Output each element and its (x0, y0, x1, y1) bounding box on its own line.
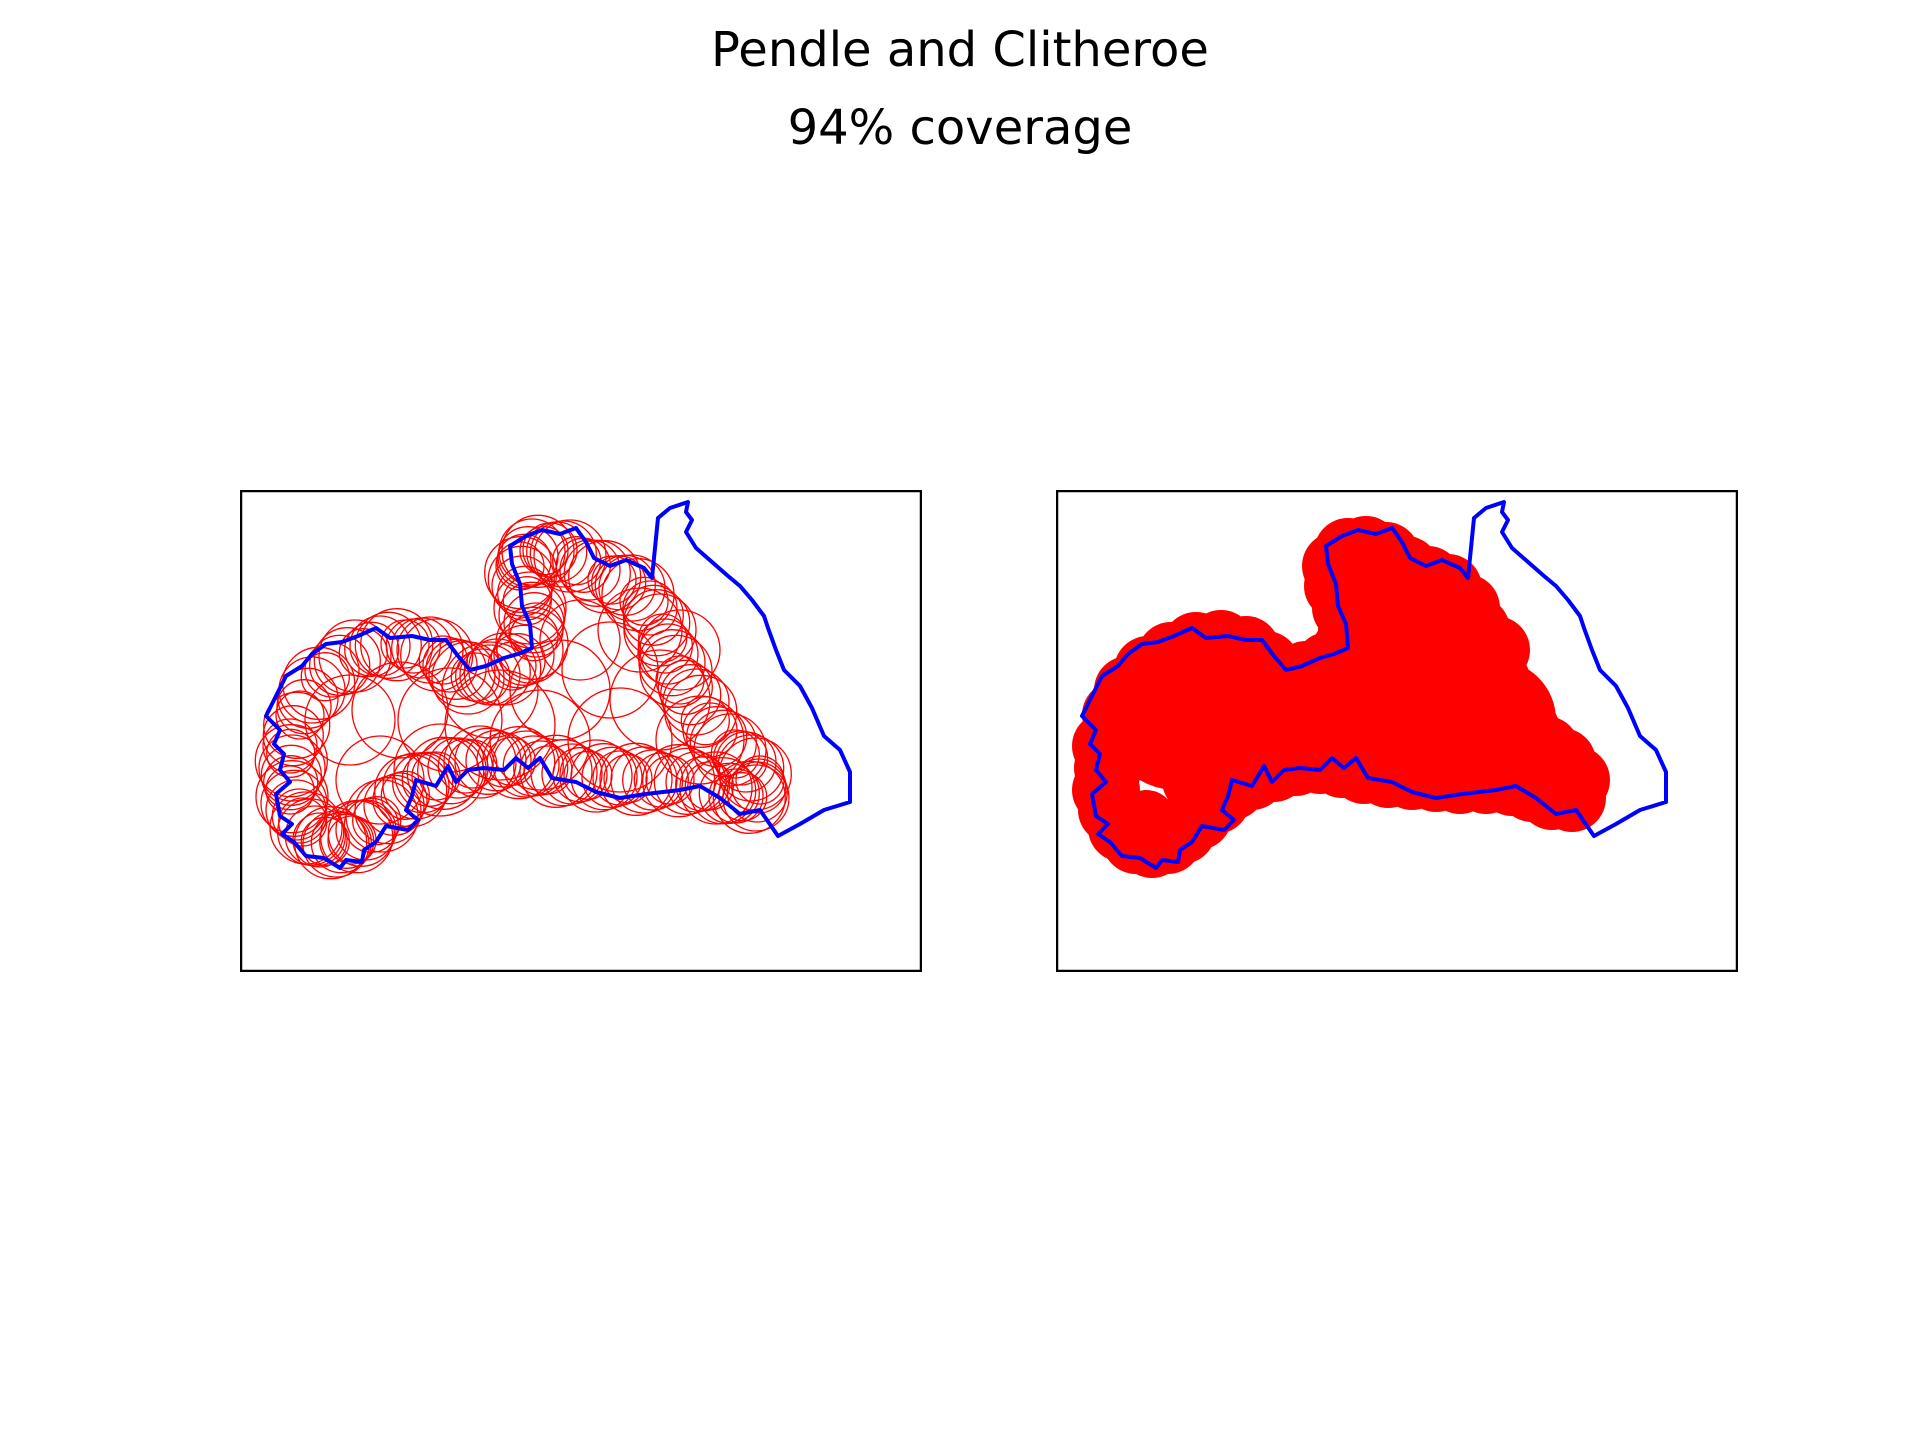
coverage-circle (639, 634, 713, 708)
coverage-circle (567, 687, 673, 793)
coverage-circle (655, 695, 745, 785)
coverage-subtitle: 94% coverage (787, 100, 1133, 156)
coverage-circle (559, 539, 621, 601)
coverage-circle (354, 611, 422, 679)
coverage-circle (309, 634, 371, 696)
coverage-circle (489, 689, 591, 791)
coverage-circle (418, 635, 468, 685)
coverage-circle (422, 637, 478, 693)
coverage-disc (1116, 790, 1176, 850)
coverage-circle (639, 609, 721, 691)
coverage-circle (271, 788, 327, 844)
coverage-circle (491, 555, 553, 617)
coverage-circle (490, 633, 546, 689)
coverage-circle (509, 639, 611, 741)
coverage-circle (300, 652, 350, 702)
coverage-circle (406, 736, 480, 810)
coverage-circle (493, 624, 555, 686)
coverage-circle (563, 539, 631, 607)
coverage-circle (304, 674, 396, 766)
coverage-circle (622, 584, 684, 646)
coverage-circle (463, 638, 531, 706)
coverage-circle (258, 734, 326, 802)
coverage-circle (657, 659, 713, 715)
circles-map-panel (240, 490, 922, 972)
coverage-circle (400, 618, 474, 692)
coverage-circle (352, 796, 402, 846)
coverage-disc (1506, 740, 1566, 800)
coverage-disc (1396, 570, 1476, 650)
coverage-circle (262, 705, 324, 767)
coverage-circle (275, 690, 325, 740)
coverage-circle (380, 770, 430, 820)
coverage-circle (498, 518, 566, 586)
figure-title: Pendle and Clitheroe (711, 22, 1209, 78)
coverage-circle (260, 744, 322, 806)
coverage-circle (664, 674, 738, 748)
coverage-circle (638, 629, 706, 697)
coverage-circle (501, 514, 575, 588)
coverage-circle (492, 730, 560, 798)
constituency-boundary (264, 500, 852, 870)
coverage-circle (660, 664, 722, 726)
coverage-circle (263, 691, 331, 759)
constituency-boundary (1080, 500, 1668, 870)
coverage-circle (539, 599, 621, 681)
coverage-circle (254, 724, 328, 798)
coverage-circle (561, 621, 659, 719)
coverage-circle (441, 641, 539, 739)
coverage-circle (623, 589, 691, 657)
coverage-circle (581, 746, 643, 808)
coverage-circle (255, 760, 329, 834)
coverage-circle (597, 587, 683, 673)
coverage-circle (465, 730, 527, 792)
coverage-circle (278, 797, 328, 847)
coverage-circle (344, 621, 400, 677)
coverage-circle (263, 755, 319, 811)
coverage-circle (313, 627, 381, 695)
coverage-disc (1186, 650, 1326, 790)
coverage-circle (559, 739, 633, 813)
coverage-circle (622, 580, 678, 636)
coverage-circle (496, 533, 552, 589)
panel-frame (240, 490, 922, 972)
coverage-circle (609, 649, 711, 751)
coverage-circle (310, 812, 372, 874)
coverage-circle (655, 655, 705, 705)
coverage-circle (459, 644, 521, 706)
coverage-circle (712, 760, 786, 834)
coverage-circle (269, 791, 343, 865)
coverage-fill (1072, 516, 1610, 878)
coverage-circle (262, 718, 318, 774)
coverage-circle (619, 576, 669, 626)
coverage-circle (335, 735, 425, 825)
coverage-circle (568, 540, 642, 614)
coverage-circle (637, 618, 693, 674)
coverage-circle (642, 744, 716, 818)
coverage-circle (487, 545, 555, 613)
filled-coverage-map-panel (1056, 490, 1738, 972)
coverage-circle (351, 661, 449, 759)
coverage-circles (254, 514, 792, 880)
coverage-circle (731, 758, 787, 814)
coverage-circle (710, 729, 760, 779)
coverage-circle (653, 747, 721, 815)
coverage-circle (444, 669, 556, 781)
